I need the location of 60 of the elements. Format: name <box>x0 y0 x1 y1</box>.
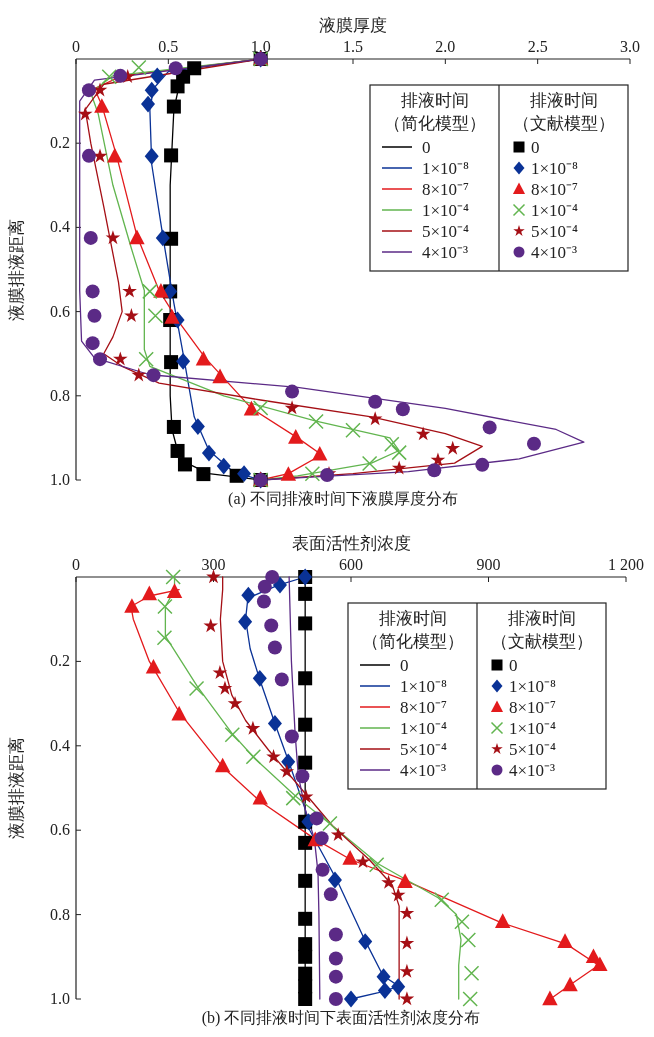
y-axis-title: 液膜排液距离 <box>7 737 26 839</box>
legend-label: 0 <box>531 138 540 157</box>
x-tick-label: 2.0 <box>435 38 456 55</box>
legend-label: 0 <box>509 656 518 675</box>
legend-label: 1×10⁻⁴ <box>531 201 579 220</box>
x-tick-label: 300 <box>201 556 226 573</box>
annotation: （简化模型） <box>361 632 464 651</box>
annotation: （文献模型） <box>490 632 593 651</box>
x-tick-label: 3.0 <box>620 38 640 55</box>
legend-label: 4×10⁻³ <box>531 243 578 262</box>
legend-label: 1×10⁻⁸ <box>531 159 579 178</box>
annotation: 排液时间 <box>529 91 598 110</box>
legend-label: 1×10⁻⁴ <box>509 719 557 738</box>
legend-label: 0 <box>400 656 409 675</box>
y-tick-label: 0.4 <box>50 736 70 754</box>
legend-label: 5×10⁻⁴ <box>509 740 557 759</box>
y-tick-label: 0.8 <box>50 386 70 404</box>
annotation: 排液时间 <box>507 609 576 628</box>
legend-label: 5×10⁻⁴ <box>422 222 470 241</box>
annotation: 排液时间 <box>400 91 469 110</box>
x-axis-title: 液膜厚度 <box>319 16 387 35</box>
legend-label: 1×10⁻⁴ <box>400 719 448 738</box>
legend-label: 4×10⁻³ <box>509 761 556 780</box>
legend-label: 4×10⁻³ <box>422 243 469 262</box>
x-tick-label: 2.5 <box>527 38 548 55</box>
y-tick-label: 0.2 <box>50 652 70 670</box>
x-tick-label: 900 <box>476 556 501 573</box>
x-tick-label: 600 <box>339 556 363 573</box>
legend-label: 1×10⁻⁸ <box>422 159 470 178</box>
legend-label: 8×10⁻⁷ <box>400 698 448 717</box>
y-axis-title: 液膜排液距离 <box>7 218 26 321</box>
text: (a) 不同排液时间下液膜厚度分布 <box>228 490 458 508</box>
y-tick-label: 0.2 <box>50 134 70 152</box>
x-tick-label: 1.0 <box>250 38 271 55</box>
y-tick-label: 1.0 <box>50 471 70 488</box>
y-tick-label: 0.4 <box>50 218 70 236</box>
x-tick-label: 0 <box>72 38 80 55</box>
y-tick-label: 0.8 <box>50 905 70 923</box>
legend-label: 5×10⁻⁴ <box>400 740 448 759</box>
x-tick-label: 1 200 <box>608 556 644 573</box>
legend-label: 8×10⁻⁷ <box>422 180 470 199</box>
legend-label: 1×10⁻⁸ <box>400 677 448 696</box>
y-tick-label: 0.6 <box>50 302 70 320</box>
x-axis-title: 表面活性剂浓度 <box>291 534 411 553</box>
legend-label: 4×10⁻³ <box>400 761 447 780</box>
legend-label: 1×10⁻⁴ <box>422 201 470 220</box>
x-tick-label: 1.5 <box>343 38 363 55</box>
legend-label: 1×10⁻⁸ <box>509 677 557 696</box>
x-tick-label: 0 <box>72 556 80 573</box>
annotation: （文献模型） <box>512 114 615 133</box>
y-tick-label: 0.6 <box>50 821 70 839</box>
annotation: 排液时间 <box>378 609 447 628</box>
annotation: （简化模型） <box>383 114 486 133</box>
legend-label: 8×10⁻⁷ <box>531 180 579 199</box>
y-tick-label: 1.0 <box>50 990 70 1007</box>
x-tick-label: 0.5 <box>158 38 179 55</box>
legend-label: 8×10⁻⁷ <box>509 698 557 717</box>
legend-label: 0 <box>422 138 431 157</box>
legend-label: 5×10⁻⁴ <box>531 222 579 241</box>
text: (b) 不同排液时间下表面活性剂浓度分布 <box>201 1009 481 1027</box>
